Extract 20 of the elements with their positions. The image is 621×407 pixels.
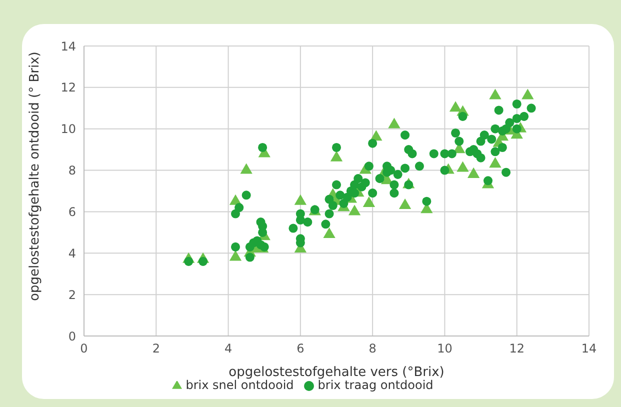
x-tick-label: 4: [224, 342, 232, 356]
y-axis-title: opgelostestofgehalte ontdooid (° Brix): [28, 52, 43, 301]
x-tick-label: 14: [581, 342, 597, 356]
x-tick-label: 12: [509, 342, 524, 356]
y-tick-label: 14: [60, 39, 76, 54]
x-tick-label: 6: [296, 342, 304, 356]
x-tick-label: 2: [152, 342, 160, 356]
y-tick-label: 2: [68, 288, 76, 302]
legend-label: brix snel ontdooid: [186, 378, 294, 392]
y-tick-label: 4: [68, 246, 76, 260]
x-tick-label: 0: [80, 342, 88, 356]
y-tick-label: 0: [68, 329, 76, 344]
y-tick-label: 12: [60, 80, 76, 95]
x-tick-label: 10: [437, 342, 452, 356]
y-tick-label: 10: [60, 122, 76, 136]
y-tick-label: 6: [68, 204, 76, 219]
legend-label: brix traag ontdooid: [318, 378, 434, 392]
y-tick-label: 8: [68, 164, 76, 178]
x-axis-title: opgelostestofgehalte vers (°Brix): [228, 365, 444, 380]
x-tick-label: 8: [368, 342, 376, 356]
